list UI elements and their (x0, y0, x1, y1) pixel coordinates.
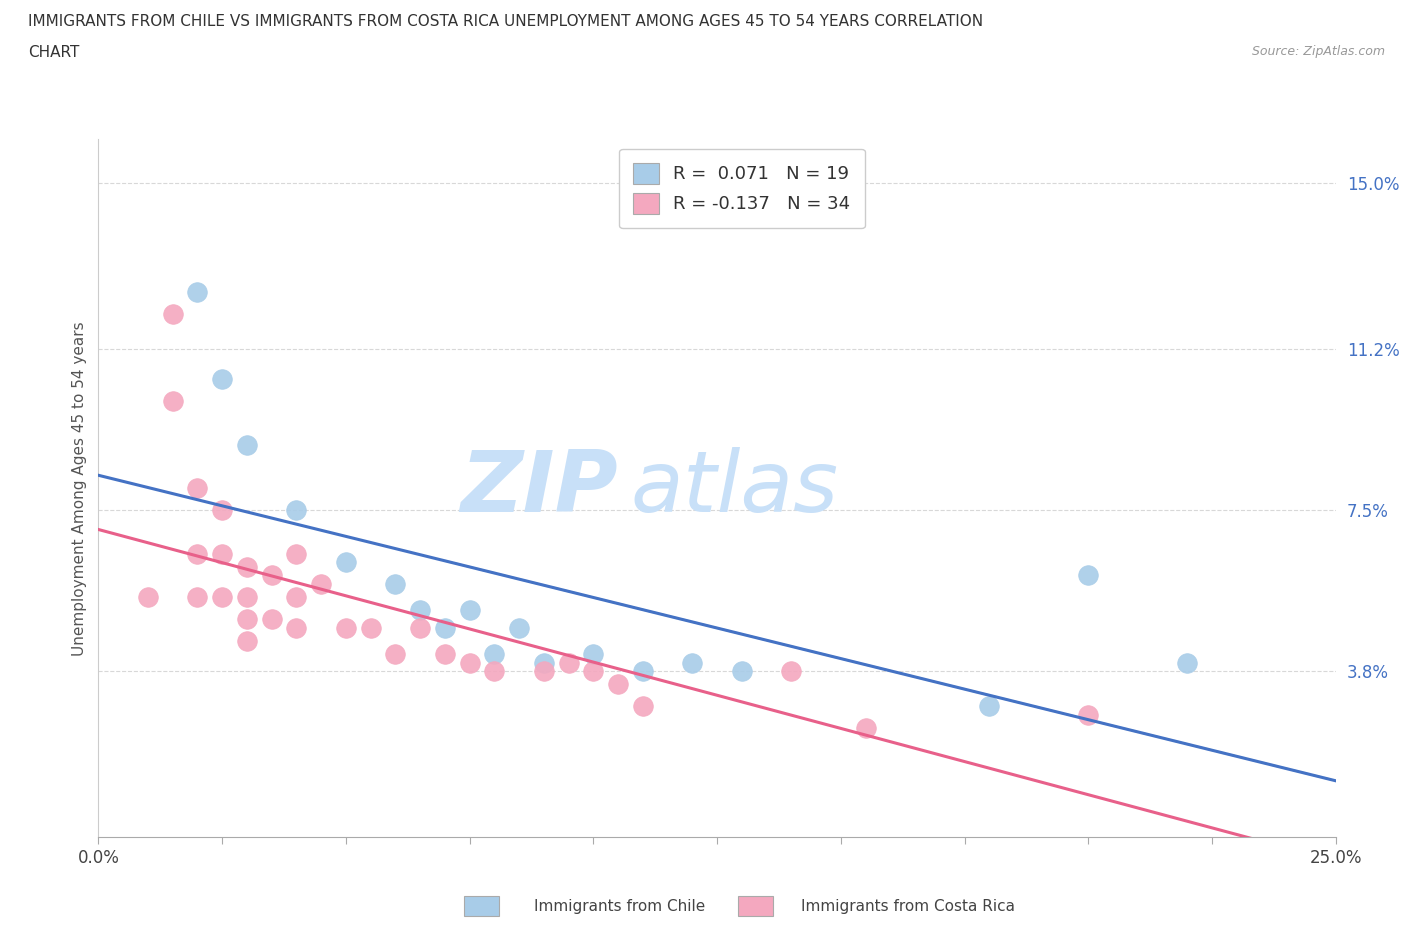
Point (211, 502, 233, 517)
Point (631, 664, 654, 679)
Point (211, 546, 233, 561)
Point (533, 664, 555, 679)
Text: Source: ZipAtlas.com: Source: ZipAtlas.com (1251, 45, 1385, 58)
Point (631, 698, 654, 713)
Text: CHART: CHART (28, 45, 80, 60)
Point (186, 285, 208, 299)
Text: ZIP: ZIP (460, 446, 619, 530)
Point (186, 590, 208, 604)
Point (409, 603, 432, 618)
Point (508, 620, 530, 635)
Point (285, 546, 308, 561)
Point (285, 590, 308, 604)
Point (433, 646, 456, 661)
Point (211, 590, 233, 604)
Point (335, 620, 357, 635)
Point (260, 612, 283, 627)
Point (458, 656, 481, 671)
Point (557, 656, 579, 671)
Point (780, 664, 803, 679)
Point (285, 620, 308, 635)
Text: IMMIGRANTS FROM CHILE VS IMMIGRANTS FROM COSTA RICA UNEMPLOYMENT AMONG AGES 45 T: IMMIGRANTS FROM CHILE VS IMMIGRANTS FROM… (28, 14, 983, 29)
Point (335, 555, 357, 570)
Point (731, 664, 754, 679)
Point (458, 603, 481, 618)
Point (360, 620, 382, 635)
Point (582, 664, 605, 679)
Point (186, 481, 208, 496)
Point (211, 372, 233, 387)
Point (384, 646, 406, 661)
Point (433, 620, 456, 635)
Text: Immigrants from Chile: Immigrants from Chile (534, 899, 706, 914)
Point (285, 502, 308, 517)
Point (484, 646, 506, 661)
Point (236, 437, 259, 452)
Point (236, 612, 259, 627)
Point (855, 721, 877, 736)
Point (384, 577, 406, 591)
Point (1175, 656, 1198, 671)
Point (162, 393, 184, 408)
Point (1077, 568, 1099, 583)
Point (533, 656, 555, 671)
Point (484, 664, 506, 679)
Point (309, 577, 332, 591)
Point (236, 633, 259, 648)
Point (186, 546, 208, 561)
Point (136, 590, 159, 604)
Point (607, 677, 630, 692)
Point (582, 646, 605, 661)
Point (236, 590, 259, 604)
Point (162, 307, 184, 322)
Point (1077, 708, 1099, 723)
Point (409, 620, 432, 635)
Point (236, 559, 259, 574)
Text: atlas: atlas (630, 446, 838, 530)
Point (260, 568, 283, 583)
Text: Immigrants from Costa Rica: Immigrants from Costa Rica (801, 899, 1015, 914)
Legend: R =  0.071   N = 19, R = -0.137   N = 34: R = 0.071 N = 19, R = -0.137 N = 34 (619, 149, 865, 228)
Point (681, 656, 703, 671)
Point (979, 698, 1001, 713)
Y-axis label: Unemployment Among Ages 45 to 54 years: Unemployment Among Ages 45 to 54 years (72, 321, 87, 656)
